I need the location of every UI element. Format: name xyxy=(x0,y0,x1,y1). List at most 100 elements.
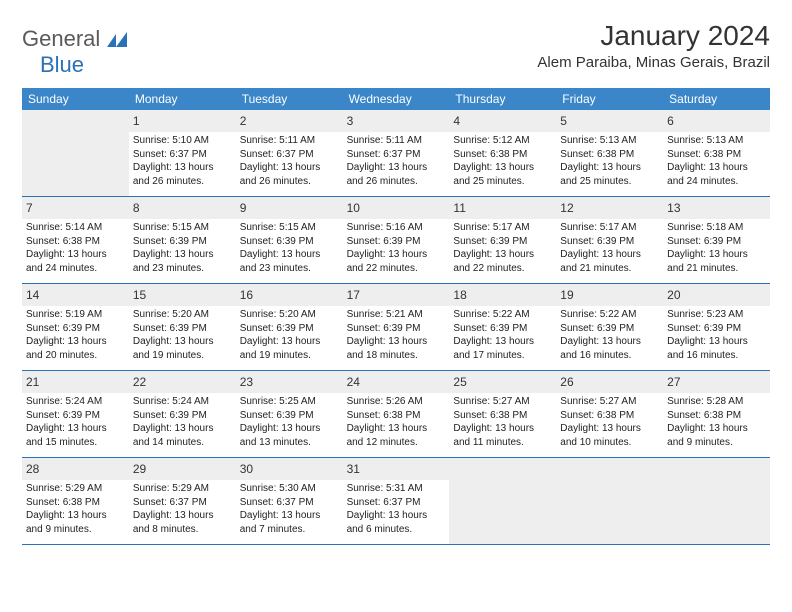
day-number-row: 25 xyxy=(449,371,556,393)
sunrise-line: Sunrise: 5:27 AM xyxy=(453,395,552,409)
sunset-line: Sunset: 6:37 PM xyxy=(347,148,446,162)
day-18: 18Sunrise: 5:22 AMSunset: 6:39 PMDayligh… xyxy=(449,284,556,370)
day-number-row: 22 xyxy=(129,371,236,393)
day-number-row: 21 xyxy=(22,371,129,393)
sunset-line: Sunset: 6:39 PM xyxy=(26,409,125,423)
empty-day xyxy=(449,458,556,544)
daylight-line: Daylight: 13 hours xyxy=(347,161,446,175)
sunrise-line: Sunrise: 5:11 AM xyxy=(347,134,446,148)
page-title: January 2024 xyxy=(537,20,770,52)
daylight-line: and 16 minutes. xyxy=(560,349,659,363)
day-7: 7Sunrise: 5:14 AMSunset: 6:38 PMDaylight… xyxy=(22,197,129,283)
daylight-line: and 25 minutes. xyxy=(453,175,552,189)
day-number-row: 23 xyxy=(236,371,343,393)
day-number-row: 30 xyxy=(236,458,343,480)
sunset-line: Sunset: 6:38 PM xyxy=(347,409,446,423)
day-number-row: 10 xyxy=(343,197,450,219)
day-number-row: 5 xyxy=(556,110,663,132)
title-block: January 2024 Alem Paraiba, Minas Gerais,… xyxy=(537,20,770,71)
sunset-line: Sunset: 6:39 PM xyxy=(667,235,766,249)
day-3: 3 Sunrise: 5:11 AMSunset: 6:37 PMDaylight… xyxy=(343,110,450,196)
day-number: 13 xyxy=(667,201,680,215)
daylight-line: and 12 minutes. xyxy=(347,436,446,450)
sunset-line: Sunset: 6:38 PM xyxy=(667,409,766,423)
logo-icon xyxy=(107,32,129,48)
day-28: 28Sunrise: 5:29 AMSunset: 6:38 PMDayligh… xyxy=(22,458,129,544)
weekday-saturday: Saturday xyxy=(663,88,770,110)
sunrise-line: Sunrise: 5:16 AM xyxy=(347,221,446,235)
daylight-line: and 22 minutes. xyxy=(453,262,552,276)
day-number: 23 xyxy=(240,375,253,389)
sunrise-line: Sunrise: 5:11 AM xyxy=(240,134,339,148)
daylight-line: and 25 minutes. xyxy=(560,175,659,189)
day-number: 15 xyxy=(133,288,146,302)
day-13: 13Sunrise: 5:18 AMSunset: 6:39 PMDayligh… xyxy=(663,197,770,283)
day-number-row: 15 xyxy=(129,284,236,306)
weekday-monday: Monday xyxy=(129,88,236,110)
daylight-line: Daylight: 13 hours xyxy=(453,335,552,349)
day-number-row: 29 xyxy=(129,458,236,480)
sunset-line: Sunset: 6:38 PM xyxy=(453,409,552,423)
daylight-line: Daylight: 13 hours xyxy=(133,335,232,349)
sunrise-line: Sunrise: 5:17 AM xyxy=(560,221,659,235)
sunset-line: Sunset: 6:39 PM xyxy=(453,235,552,249)
sunset-line: Sunset: 6:39 PM xyxy=(347,235,446,249)
weekday-header: SundayMondayTuesdayWednesdayThursdayFrid… xyxy=(22,88,770,110)
daylight-line: and 14 minutes. xyxy=(133,436,232,450)
daylight-line: and 26 minutes. xyxy=(240,175,339,189)
daylight-line: Daylight: 13 hours xyxy=(453,422,552,436)
sunset-line: Sunset: 6:39 PM xyxy=(133,409,232,423)
day-number: 21 xyxy=(26,375,39,389)
daylight-line: Daylight: 13 hours xyxy=(347,248,446,262)
weekday-sunday: Sunday xyxy=(22,88,129,110)
daylight-line: and 7 minutes. xyxy=(240,523,339,537)
sunrise-line: Sunrise: 5:13 AM xyxy=(667,134,766,148)
daylight-line: and 13 minutes. xyxy=(240,436,339,450)
day-number: 22 xyxy=(133,375,146,389)
sunrise-line: Sunrise: 5:30 AM xyxy=(240,482,339,496)
day-15: 15Sunrise: 5:20 AMSunset: 6:39 PMDayligh… xyxy=(129,284,236,370)
sunset-line: Sunset: 6:38 PM xyxy=(560,409,659,423)
sunset-line: Sunset: 6:38 PM xyxy=(26,235,125,249)
sunrise-line: Sunrise: 5:13 AM xyxy=(560,134,659,148)
day-number-row: 16 xyxy=(236,284,343,306)
sunset-line: Sunset: 6:39 PM xyxy=(347,322,446,336)
sunset-line: Sunset: 6:38 PM xyxy=(667,148,766,162)
day-23: 23Sunrise: 5:25 AMSunset: 6:39 PMDayligh… xyxy=(236,371,343,457)
sunset-line: Sunset: 6:38 PM xyxy=(453,148,552,162)
day-number: 14 xyxy=(26,288,39,302)
sunrise-line: Sunrise: 5:24 AM xyxy=(133,395,232,409)
sunset-line: Sunset: 6:37 PM xyxy=(347,496,446,510)
sunrise-line: Sunrise: 5:23 AM xyxy=(667,308,766,322)
day-8: 8Sunrise: 5:15 AMSunset: 6:39 PMDaylight… xyxy=(129,197,236,283)
day-number-row: 3 xyxy=(343,110,450,132)
logo-text: General Blue xyxy=(22,26,129,78)
day-number: 4 xyxy=(453,114,460,128)
day-number: 27 xyxy=(667,375,680,389)
daylight-line: and 15 minutes. xyxy=(26,436,125,450)
sunset-line: Sunset: 6:38 PM xyxy=(26,496,125,510)
daylight-line: Daylight: 13 hours xyxy=(240,161,339,175)
sunset-line: Sunset: 6:39 PM xyxy=(453,322,552,336)
day-10: 10 Sunrise: 5:16 AMSunset: 6:39 PMDayligh… xyxy=(343,197,450,283)
day-20: 20Sunrise: 5:23 AMSunset: 6:39 PMDayligh… xyxy=(663,284,770,370)
day-number: 26 xyxy=(560,375,573,389)
daylight-line: and 19 minutes. xyxy=(240,349,339,363)
day-number-row: 8 xyxy=(129,197,236,219)
sunrise-line: Sunrise: 5:22 AM xyxy=(560,308,659,322)
day-number-row: 1 xyxy=(129,110,236,132)
daylight-line: Daylight: 13 hours xyxy=(453,161,552,175)
daylight-line: Daylight: 13 hours xyxy=(667,335,766,349)
daylight-line: Daylight: 13 hours xyxy=(347,422,446,436)
sunset-line: Sunset: 6:39 PM xyxy=(240,409,339,423)
sunset-line: Sunset: 6:39 PM xyxy=(560,235,659,249)
weekday-thursday: Thursday xyxy=(449,88,556,110)
day-number: 6 xyxy=(667,114,674,128)
day-4: 4Sunrise: 5:12 AMSunset: 6:38 PMDaylight… xyxy=(449,110,556,196)
sunset-line: Sunset: 6:37 PM xyxy=(133,148,232,162)
sunrise-line: Sunrise: 5:29 AM xyxy=(133,482,232,496)
day-number: 19 xyxy=(560,288,573,302)
calendar-body: 1Sunrise: 5:10 AMSunset: 6:37 PMDaylight… xyxy=(22,110,770,545)
header-row: General Blue January 2024 Alem Paraiba, … xyxy=(22,20,770,78)
day-number-row: 18 xyxy=(449,284,556,306)
